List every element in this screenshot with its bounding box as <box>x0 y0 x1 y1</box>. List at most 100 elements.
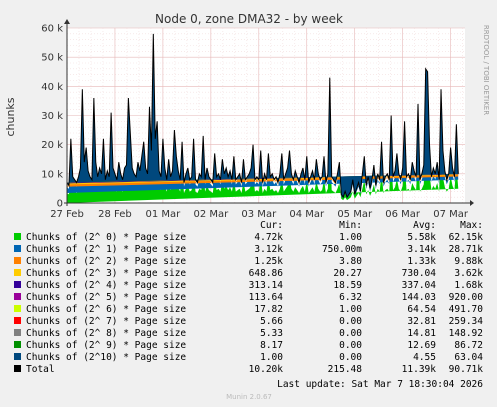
y-tick-labels: 0 10 k 20 k 30 k 40 k 50 k 60 k <box>41 24 63 210</box>
chart-title: Node 0, zone DMA32 - by week <box>155 12 343 26</box>
legend-swatch <box>14 365 21 372</box>
legend-value: 730.04 <box>402 268 437 279</box>
legend-value: 313.14 <box>249 280 284 291</box>
legend-label: Chunks of (2^ 1) * Page size <box>26 244 186 255</box>
legend-swatch <box>14 341 21 348</box>
legend-value: 113.64 <box>249 292 284 303</box>
x-tick-label: 07 Mar <box>433 209 469 220</box>
legend-value: 5.66 <box>260 316 283 327</box>
legend-value: 6.32 <box>339 292 362 303</box>
legend-label: Chunks of (2^10) * Page size <box>26 352 186 363</box>
legend-swatch <box>14 317 21 324</box>
legend-value: 148.92 <box>449 328 483 339</box>
legend-value: 1.00 <box>339 232 362 243</box>
legend-swatch <box>14 353 21 360</box>
legend-label: Chunks of (2^ 3) * Page size <box>26 268 186 279</box>
x-tick-label: 05 Mar <box>337 209 373 220</box>
legend-header: Max: <box>460 220 483 231</box>
y-tick-label: 20 k <box>41 140 63 151</box>
legend-value: 63.04 <box>454 352 483 363</box>
legend-value: 1.68k <box>454 280 483 291</box>
legend-swatch <box>14 257 21 264</box>
area-series-10 <box>67 33 459 198</box>
legend-value: 32.81 <box>407 316 436 327</box>
legend-value: 337.04 <box>402 280 437 291</box>
legend-value: 62.15k <box>449 232 484 243</box>
legend-value: 215.48 <box>328 364 363 375</box>
y-tick-label: 0 <box>57 199 63 210</box>
legend-value: 750.00m <box>322 244 362 255</box>
legend-label: Chunks of (2^ 6) * Page size <box>26 304 186 315</box>
legend-value: 5.58k <box>407 232 436 243</box>
legend-value: 28.71k <box>449 244 484 255</box>
legend-value: 0.00 <box>339 328 362 339</box>
last-update: Last update: Sat Mar 7 18:30:04 2026 <box>277 379 483 390</box>
legend-value: 0.00 <box>339 316 362 327</box>
legend-value: 10.20k <box>249 364 284 375</box>
legend-swatch <box>14 281 21 288</box>
munin-footer: Munin 2.0.67 <box>226 393 272 401</box>
legend-swatch <box>14 305 21 312</box>
legend-label: Chunks of (2^ 8) * Page size <box>26 328 186 339</box>
legend-value: 491.70 <box>449 304 484 315</box>
legend-label: Total <box>26 364 55 375</box>
legend-label: Chunks of (2^ 9) * Page size <box>26 340 186 351</box>
legend-header: Cur: <box>260 220 283 231</box>
legend-swatch <box>14 233 21 240</box>
legend-value: 20.27 <box>333 268 362 279</box>
legend-value: 64.54 <box>407 304 436 315</box>
x-tick-label: 01 Mar <box>146 209 182 220</box>
legend-swatch <box>14 245 21 252</box>
legend-label: Chunks of (2^ 0) * Page size <box>26 232 186 243</box>
legend: Cur: Min: Avg: Max: Chunks of (2^ 0) * Page … <box>14 220 483 375</box>
y-axis-arrow <box>64 19 70 24</box>
legend-value: 11.39k <box>402 364 437 375</box>
legend-value: 1.00 <box>339 304 362 315</box>
legend-value: 4.72k <box>254 232 283 243</box>
legend-value: 259.34 <box>449 316 484 327</box>
legend-value: 1.25k <box>254 256 283 267</box>
legend-label: Chunks of (2^ 2) * Page size <box>26 256 186 267</box>
y-tick-label: 10 k <box>41 169 63 180</box>
legend-value: 4.55 <box>413 352 436 363</box>
legend-value: 90.71k <box>449 364 484 375</box>
y-tick-label: 60 k <box>41 24 63 35</box>
legend-value: 3.62k <box>454 268 483 279</box>
legend-swatch <box>14 269 21 276</box>
series-line-total <box>66 33 459 199</box>
legend-swatch <box>14 293 21 300</box>
legend-value: 3.80 <box>339 256 362 267</box>
y-tick-label: 30 k <box>41 111 63 122</box>
legend-value: 3.12k <box>254 244 283 255</box>
legend-header: Avg: <box>413 220 436 231</box>
legend-value: 3.14k <box>407 244 436 255</box>
legend-value: 648.86 <box>249 268 284 279</box>
legend-value: 920.00 <box>449 292 484 303</box>
y-axis-label: chunks <box>4 97 17 136</box>
x-tick-label: 27 Feb <box>50 209 84 220</box>
rrdtool-side-label: RRDTOOL / TOBI OETIKER <box>482 25 490 115</box>
legend-value: 5.33 <box>260 328 283 339</box>
legend-value: 1.00 <box>260 352 283 363</box>
x-axis-arrow <box>470 200 474 206</box>
y-tick-label: 50 k <box>41 53 63 64</box>
legend-value: 0.00 <box>339 352 362 363</box>
y-tick-label: 40 k <box>41 82 63 93</box>
legend-value: 8.17 <box>260 340 283 351</box>
legend-label: Chunks of (2^ 7) * Page size <box>26 316 186 327</box>
area-series-0 <box>67 120 459 203</box>
legend-value: 86.72 <box>454 340 483 351</box>
x-tick-label: 02 Mar <box>193 209 229 220</box>
legend-label: Chunks of (2^ 5) * Page size <box>26 292 186 303</box>
legend-value: 0.00 <box>339 340 362 351</box>
x-tick-label: 03 Mar <box>241 209 277 220</box>
legend-header: Min: <box>339 220 362 231</box>
x-tick-labels: 27 Feb 28 Feb 01 Mar 02 Mar 03 Mar 04 Mar 05 M… <box>50 209 469 220</box>
legend-value: 12.69 <box>407 340 436 351</box>
legend-swatch <box>14 329 21 336</box>
legend-value: 1.33k <box>407 256 436 267</box>
x-tick-label: 06 Mar <box>385 209 421 220</box>
legend-value: 18.59 <box>333 280 362 291</box>
legend-value: 14.81 <box>407 328 436 339</box>
